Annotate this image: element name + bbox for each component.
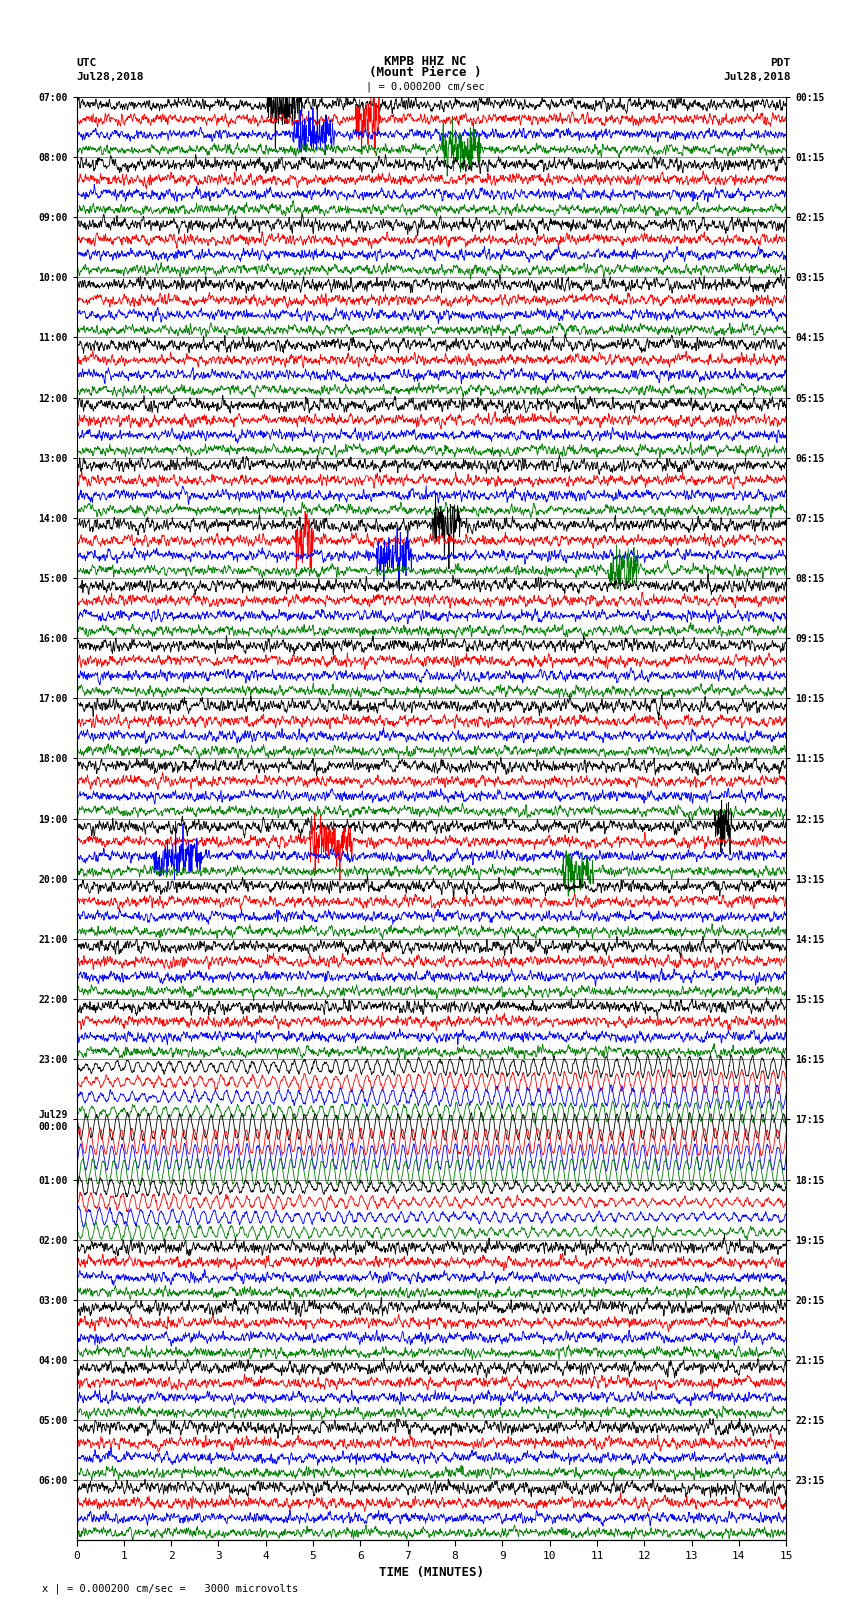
Text: x | = 0.000200 cm/sec =   3000 microvolts: x | = 0.000200 cm/sec = 3000 microvolts xyxy=(42,1582,298,1594)
Text: Jul28,2018: Jul28,2018 xyxy=(76,73,144,82)
X-axis label: TIME (MINUTES): TIME (MINUTES) xyxy=(379,1566,484,1579)
Text: UTC: UTC xyxy=(76,58,97,68)
Text: KMPB HHZ NC: KMPB HHZ NC xyxy=(383,55,467,68)
Text: PDT: PDT xyxy=(770,58,790,68)
Text: | = 0.000200 cm/sec: | = 0.000200 cm/sec xyxy=(366,81,484,92)
Text: (Mount Pierce ): (Mount Pierce ) xyxy=(369,66,481,79)
Text: Jul28,2018: Jul28,2018 xyxy=(723,73,791,82)
